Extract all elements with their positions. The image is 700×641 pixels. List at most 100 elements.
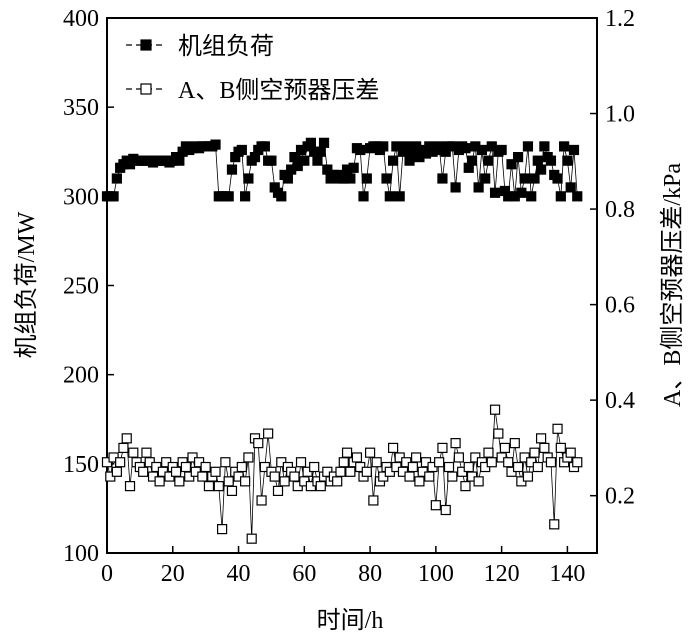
data-point: [549, 519, 560, 530]
data-point: [253, 438, 264, 449]
x-tick-label: 80: [358, 561, 382, 587]
data-point: [292, 160, 303, 172]
data-point: [381, 173, 392, 184]
data-point: [108, 191, 119, 202]
y2-tick-label: 0.4: [605, 388, 635, 414]
data-point: [535, 433, 547, 444]
data-point: [562, 155, 573, 166]
y-tick-label: 100: [63, 541, 99, 567]
data-point: [532, 461, 543, 473]
data-point: [437, 173, 448, 184]
x-tick-label: 120: [484, 561, 520, 587]
data-point: [338, 457, 349, 468]
data-point: [568, 144, 580, 156]
data-point: [424, 471, 435, 482]
data-point: [532, 155, 543, 166]
data-point: [361, 173, 372, 184]
data-point: [345, 173, 356, 184]
data-point: [217, 524, 228, 535]
x-axis-label: 时间/h: [317, 607, 384, 634]
data-point: [480, 173, 491, 184]
data-point: [552, 173, 563, 184]
data-point: [522, 471, 534, 482]
data-point: [223, 476, 234, 487]
data-point: [279, 476, 290, 487]
data-point: [555, 442, 566, 454]
data-point: [355, 144, 366, 156]
data-point: [240, 476, 251, 487]
data-point: [118, 442, 129, 454]
y2-tick-label: 0.6: [605, 293, 635, 319]
data-point: [263, 428, 274, 439]
data-point: [545, 457, 557, 468]
data-point: [276, 191, 287, 202]
data-point: [128, 447, 139, 458]
data-point: [272, 485, 284, 497]
y2-tick-label: 1.2: [605, 6, 635, 32]
data-point: [220, 457, 231, 468]
data-point: [443, 461, 455, 473]
data-point: [565, 447, 576, 458]
data-point: [332, 476, 343, 487]
data-point: [200, 461, 211, 473]
data-point: [361, 466, 372, 477]
y-tick-label: 300: [63, 184, 99, 210]
y2-tick-label: 0.8: [605, 197, 635, 223]
data-point: [512, 461, 524, 473]
data-point: [460, 143, 471, 154]
data-point: [483, 447, 494, 458]
data-point: [539, 442, 550, 454]
data-point: [450, 182, 461, 193]
data-point: [236, 144, 247, 156]
legend-label: 机组负荷: [178, 33, 274, 60]
data-point: [124, 481, 136, 492]
legend-label: A、B侧空预器压差: [178, 77, 379, 104]
y-tick-label: 250: [63, 274, 99, 300]
data-point: [411, 452, 422, 463]
data-point: [203, 481, 215, 492]
data-point: [299, 155, 310, 166]
data-point: [473, 476, 484, 487]
data-point: [529, 173, 540, 184]
data-point: [197, 471, 208, 482]
data-point: [391, 141, 402, 152]
data-point: [111, 466, 122, 477]
data-point: [351, 452, 363, 463]
y2-tick-label: 0.2: [605, 484, 635, 510]
data-point: [384, 191, 395, 202]
data-point: [226, 485, 238, 497]
data-point: [434, 141, 445, 152]
y-tick-label: 200: [63, 363, 99, 389]
data-point: [483, 155, 494, 166]
data-point: [493, 428, 504, 439]
data-point: [174, 155, 185, 166]
data-point: [414, 476, 425, 487]
x-tick-label: 20: [161, 561, 185, 587]
data-point: [552, 423, 563, 434]
data-point: [305, 137, 316, 148]
data-point: [240, 191, 251, 202]
data-point: [289, 471, 300, 482]
data-point: [499, 442, 511, 454]
data-point: [180, 461, 192, 473]
data-point: [394, 191, 405, 202]
data-point: [210, 466, 221, 477]
data-point: [174, 476, 185, 487]
data-point: [545, 155, 557, 166]
data-point: [259, 141, 270, 152]
data-point: [358, 191, 369, 202]
data-point: [565, 182, 576, 193]
data-point: [111, 173, 122, 184]
data-point: [388, 442, 399, 454]
y-tick-label: 150: [63, 452, 99, 478]
data-point: [256, 495, 267, 506]
data-point: [309, 461, 320, 473]
data-point: [141, 447, 152, 458]
data-point: [404, 471, 415, 482]
data-point: [489, 187, 501, 198]
data-point: [450, 438, 461, 449]
data-point: [282, 173, 293, 184]
data-point: [266, 155, 277, 166]
data-point: [269, 471, 280, 482]
